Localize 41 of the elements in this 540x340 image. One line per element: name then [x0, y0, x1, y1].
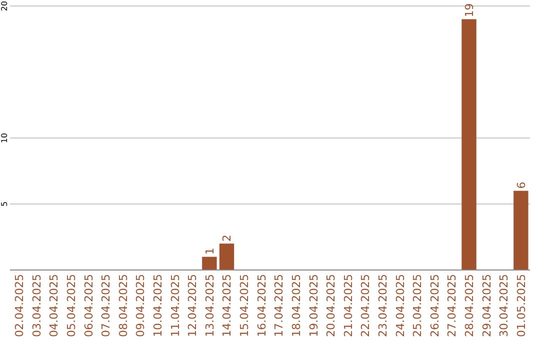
x-tick-label: 18.04.2025: [290, 274, 303, 337]
x-tick-label: 28.04.2025: [463, 274, 476, 337]
x-tick-label: 17.04.2025: [272, 274, 286, 337]
x-tick-label: 16.04.2025: [255, 274, 268, 337]
x-tick-label: 22.04.2025: [359, 274, 372, 337]
x-tick-label: 05.04.2025: [65, 274, 78, 337]
x-tick-label: 08.04.2025: [116, 274, 130, 337]
y-tick-label: 10: [0, 132, 9, 144]
y-tick-label: 20: [0, 0, 9, 12]
bar: [219, 244, 234, 270]
x-tick-label: 26.04.2025: [428, 274, 442, 337]
x-tick-label: 24.04.2025: [394, 274, 407, 337]
x-tick-label: 19.04.2025: [307, 274, 320, 337]
x-tick-label: 20.04.2025: [324, 274, 338, 337]
x-tick-label: 13.04.2025: [203, 274, 216, 337]
data-label: 6: [514, 182, 528, 189]
x-tick-label: 12.04.2025: [186, 274, 200, 337]
bar: [462, 19, 476, 270]
data-label: 1: [203, 248, 216, 255]
x-tick-label: 15.04.2025: [238, 274, 252, 337]
x-tick-label: 10.04.2025: [152, 274, 165, 337]
x-tick-label: 04.04.2025: [48, 274, 61, 337]
x-tick-label: 07.04.2025: [100, 274, 113, 337]
x-tick-label: 14.04.2025: [220, 274, 234, 337]
y-tick-label: 5: [0, 201, 9, 207]
x-tick-label: 03.04.2025: [30, 274, 44, 337]
bar: [202, 256, 217, 270]
x-tick-label: 25.04.2025: [411, 274, 424, 337]
bar: [514, 190, 528, 270]
x-tick-label: 21.04.2025: [342, 274, 355, 337]
data-label: 19: [463, 3, 476, 18]
x-tick-label: 27.04.2025: [446, 274, 459, 337]
x-tick-label: 09.04.2025: [134, 274, 148, 337]
x-tick-label: 06.04.2025: [82, 274, 96, 337]
x-tick-label: 29.04.2025: [480, 274, 494, 337]
x-tick-label: 01.05.2025: [514, 274, 528, 337]
x-tick-label: 02.04.2025: [13, 274, 26, 337]
data-label: 2: [220, 234, 234, 242]
x-tick-label: 11.04.2025: [168, 274, 182, 337]
x-tick-label: 23.04.2025: [376, 274, 390, 337]
x-tick-label: 30.04.2025: [498, 274, 511, 337]
